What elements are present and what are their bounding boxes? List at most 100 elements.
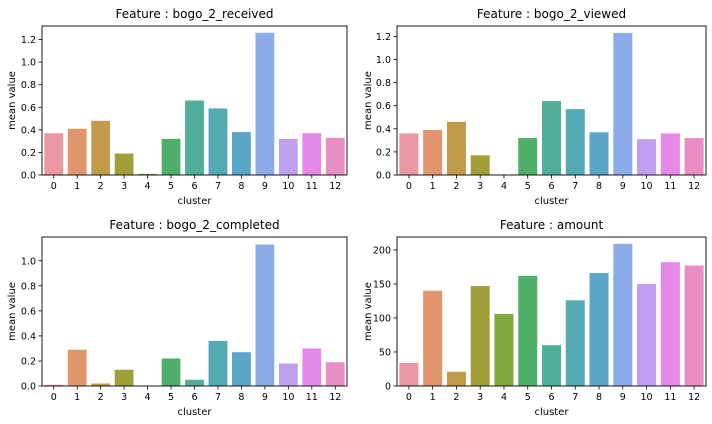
y-tick-label: 0.2 — [21, 356, 36, 367]
plot-frame — [41, 236, 348, 387]
x-tick-label: 9 — [262, 392, 268, 403]
y-axis-label: mean value — [363, 282, 374, 341]
x-tick-label: 1 — [74, 181, 80, 192]
x-tick-label: 10 — [641, 392, 653, 403]
bar-cluster-3 — [470, 285, 490, 386]
y-tick-label: 0.2 — [376, 147, 391, 158]
x-tick-label: 8 — [238, 181, 244, 192]
bar-cluster-6 — [541, 345, 562, 386]
bar-cluster-1 — [423, 129, 443, 175]
x-tick-label: 10 — [641, 181, 653, 192]
subplot-title: Feature : bogo_2_viewed — [477, 7, 626, 21]
bar-cluster-8 — [232, 352, 251, 386]
bar-cluster-11 — [302, 348, 322, 386]
x-tick-label: 4 — [145, 392, 151, 403]
bar-cluster-4 — [494, 313, 514, 386]
bar-cluster-2 — [91, 120, 111, 175]
x-tick-label: 7 — [215, 181, 221, 192]
bar-cluster-3 — [114, 153, 134, 175]
y-tick-label: 0.6 — [21, 306, 36, 317]
x-tick-label: 0 — [406, 392, 412, 403]
y-tick-label: 0.2 — [21, 148, 36, 159]
y-tick-label: 100 — [373, 313, 391, 324]
bar-cluster-11 — [660, 262, 680, 386]
x-tick-label: 11 — [306, 181, 318, 192]
x-tick-label: 9 — [620, 181, 626, 192]
bar-cluster-7 — [208, 108, 228, 175]
y-tick-label: 0.0 — [21, 382, 36, 393]
x-tick-label: 8 — [596, 181, 602, 192]
x-tick-label: 6 — [548, 392, 554, 403]
x-tick-label: 7 — [215, 392, 221, 403]
y-tick-label: 200 — [373, 245, 391, 256]
bar-cluster-12 — [325, 137, 345, 175]
bar-cluster-8 — [589, 273, 609, 386]
bar-cluster-8 — [232, 132, 251, 175]
x-tick-label: 4 — [145, 181, 151, 192]
bar-cluster-5 — [161, 358, 181, 386]
bar-cluster-10 — [637, 283, 657, 386]
bar-cluster-6 — [185, 100, 204, 175]
x-tick-label: 12 — [688, 392, 700, 403]
x-tick-label: 10 — [282, 181, 294, 192]
bar-cluster-7 — [208, 340, 228, 386]
y-tick-label: 0 — [385, 382, 391, 393]
x-tick-label: 1 — [430, 392, 436, 403]
y-tick-label: 0.8 — [21, 281, 36, 292]
x-axis-label: cluster — [534, 407, 569, 418]
bar-cluster-0 — [44, 133, 64, 175]
x-axis-label: cluster — [177, 407, 212, 418]
bar-cluster-1 — [423, 290, 443, 386]
y-tick-label: 1.2 — [21, 35, 36, 46]
bar-cluster-8 — [589, 132, 609, 175]
bar-cluster-10 — [278, 138, 298, 175]
x-tick-label: 10 — [282, 392, 294, 403]
bar-cluster-11 — [660, 133, 680, 175]
x-tick-label: 2 — [453, 392, 459, 403]
bar-cluster-6 — [541, 101, 562, 175]
x-tick-label: 2 — [98, 392, 104, 403]
y-axis-label: mean value — [7, 282, 18, 341]
x-tick-label: 1 — [430, 181, 436, 192]
subplot-title: Feature : amount — [500, 218, 604, 232]
subplot-bogo-2-completed: 0 1 2 3 4 5 6 7 8 9 10 11 120.00.20.40.60.81.0Featur… — [7, 218, 348, 418]
y-tick-label: 0.6 — [21, 103, 36, 114]
x-tick-label: 7 — [572, 392, 578, 403]
bar-cluster-9 — [255, 244, 275, 386]
bar-cluster-12 — [325, 362, 345, 386]
x-tick-label: 1 — [74, 392, 80, 403]
y-tick-label: 0.8 — [376, 78, 391, 89]
bar-cluster-12 — [684, 138, 704, 175]
x-tick-label: 5 — [525, 181, 531, 192]
bar-cluster-6 — [185, 379, 204, 386]
bar-cluster-2 — [446, 371, 466, 386]
y-tick-label: 1.0 — [21, 58, 36, 69]
bar-cluster-12 — [684, 265, 704, 386]
x-axis-label: cluster — [534, 196, 569, 207]
x-tick-label: 12 — [329, 181, 341, 192]
subplot-title: Feature : bogo_2_received — [115, 7, 273, 21]
x-tick-label: 8 — [596, 392, 602, 403]
y-tick-label: 50 — [379, 347, 391, 358]
bar-cluster-2 — [446, 121, 466, 175]
x-tick-label: 4 — [501, 392, 507, 403]
bar-cluster-2 — [91, 383, 111, 386]
bar-cluster-5 — [518, 275, 538, 386]
x-tick-label: 11 — [664, 181, 676, 192]
bar-cluster-3 — [470, 155, 490, 175]
x-tick-label: 4 — [501, 181, 507, 192]
bar-cluster-0 — [399, 362, 419, 386]
y-tick-label: 0.4 — [21, 125, 36, 136]
x-tick-label: 6 — [191, 181, 197, 192]
x-tick-label: 12 — [329, 392, 341, 403]
bar-cluster-7 — [565, 300, 585, 386]
x-tick-label: 5 — [525, 392, 531, 403]
x-tick-label: 3 — [121, 392, 127, 403]
bar-cluster-5 — [161, 138, 181, 175]
x-tick-label: 11 — [306, 392, 318, 403]
y-tick-label: 1.0 — [21, 256, 36, 267]
bar-cluster-9 — [613, 32, 633, 176]
bar-cluster-10 — [637, 139, 657, 175]
bar-cluster-4 — [138, 173, 157, 175]
